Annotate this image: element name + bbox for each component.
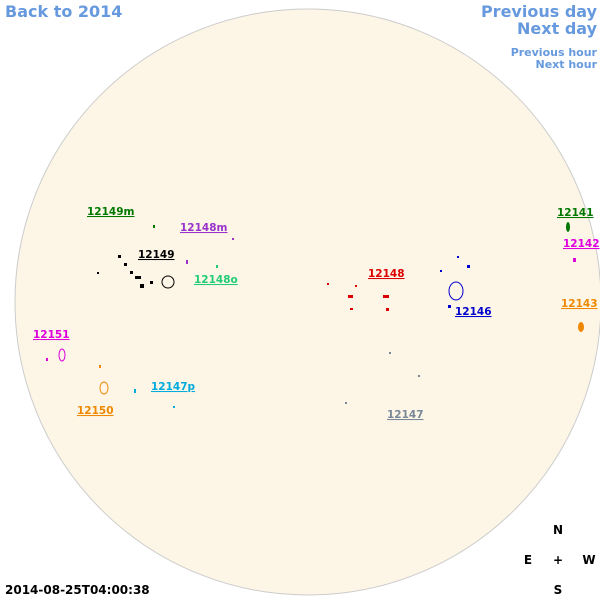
region-label[interactable]: 12148o <box>194 274 238 286</box>
region-label[interactable]: 12150 <box>77 405 114 417</box>
previous-day-link[interactable]: Previous day <box>481 2 598 21</box>
previous-hour-link[interactable]: Previous hour <box>511 46 598 59</box>
region-label[interactable]: 12148 <box>368 268 405 280</box>
region-label[interactable]: 12148m <box>180 222 228 234</box>
region-label[interactable]: 12143 <box>561 298 598 310</box>
region-label[interactable]: 12141 <box>557 207 594 219</box>
region-label[interactable]: 12147p <box>151 381 196 393</box>
next-hour-link[interactable]: Next hour <box>536 58 598 71</box>
compass-south: S <box>554 583 563 597</box>
next-day-link[interactable]: Next day <box>517 19 598 38</box>
sunspots <box>46 222 584 408</box>
region-label[interactable]: 12149 <box>138 249 175 261</box>
spot <box>161 275 175 289</box>
spot <box>448 281 464 301</box>
compass-north: N <box>553 523 563 537</box>
region-label[interactable]: 12147 <box>387 409 424 421</box>
compass-east: E <box>524 553 532 567</box>
compass-west: W <box>582 553 595 567</box>
region-label[interactable]: 12151 <box>33 329 70 341</box>
compass-center: + <box>553 553 563 567</box>
region-label[interactable]: 12142 <box>563 238 600 250</box>
region-labels: 12149m 12148m 12149 12148o 12148 12146 12141 12… <box>33 206 600 421</box>
back-link[interactable]: Back to 2014 <box>5 2 122 21</box>
region-label[interactable]: 12146 <box>455 306 492 318</box>
timestamp: 2014-08-25T04:00:38 <box>5 583 150 597</box>
solar-disk <box>14 8 600 596</box>
region-label[interactable]: 12149m <box>87 206 135 218</box>
